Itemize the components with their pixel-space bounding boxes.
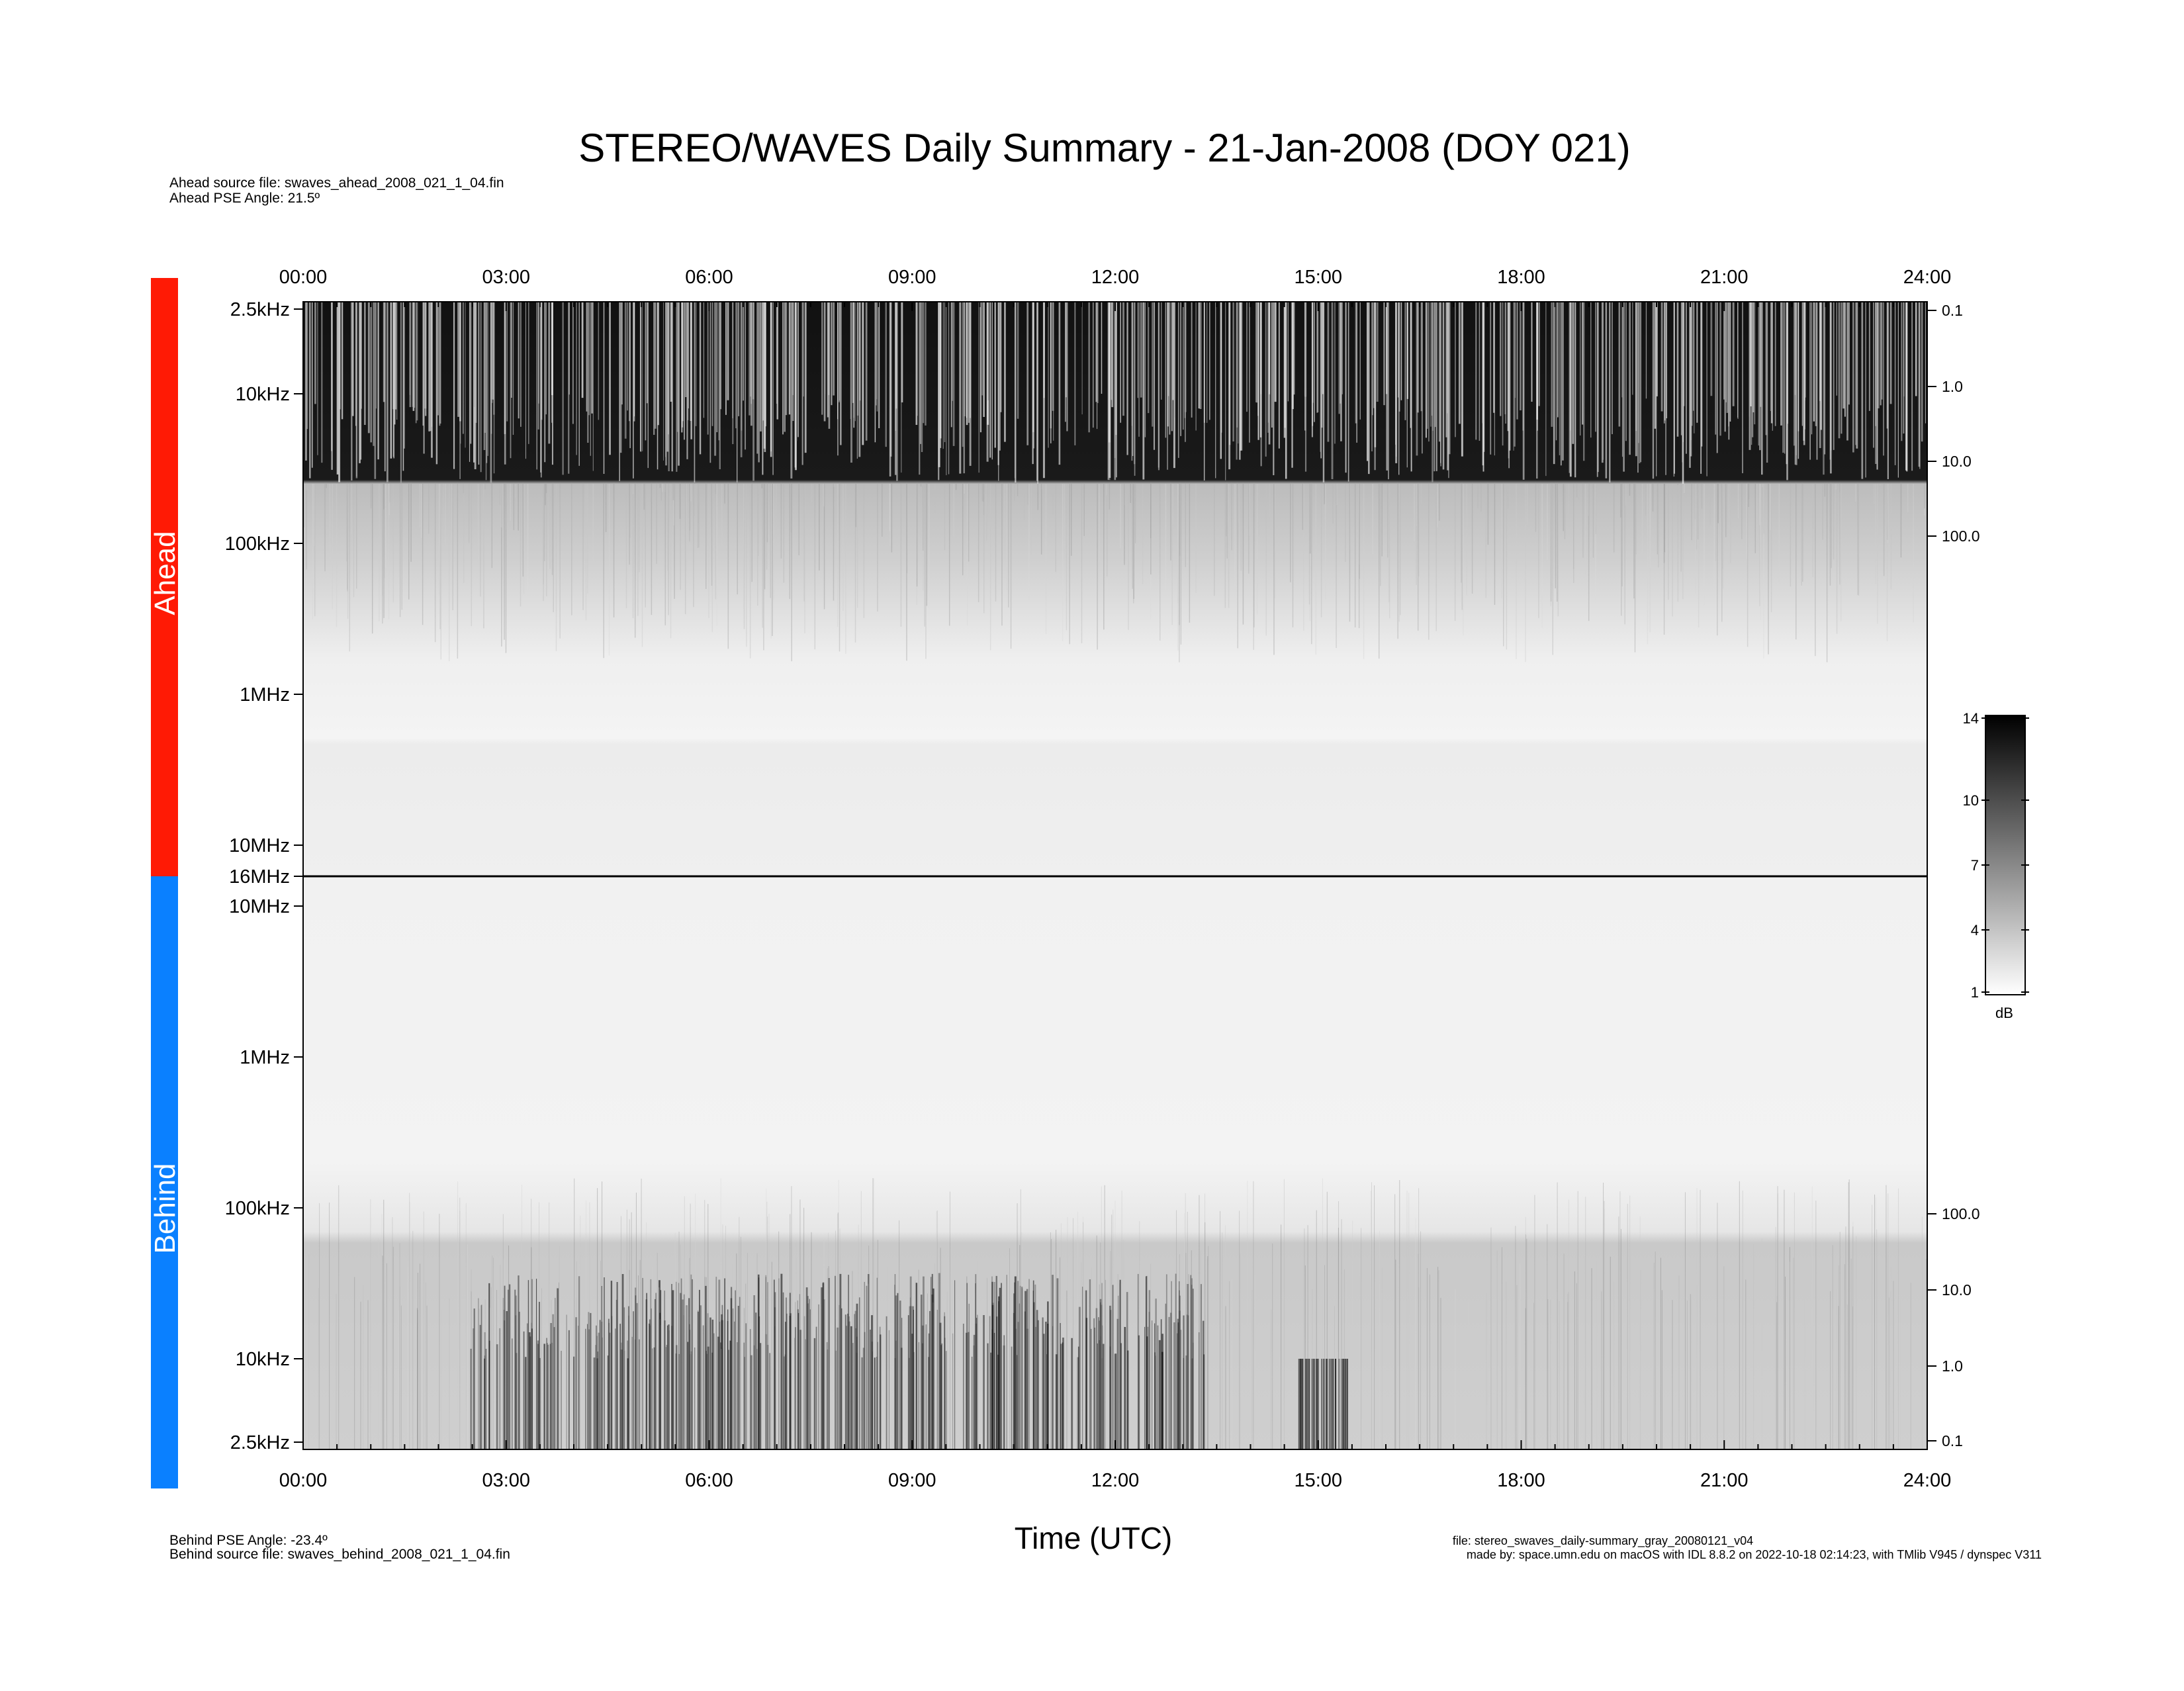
time-label-bottom: 18:00 xyxy=(1497,1470,1545,1491)
time-label-top: 12:00 xyxy=(1091,267,1140,288)
time-label-bottom: 21:00 xyxy=(1700,1470,1749,1491)
ahead-freq-label: 2.5kHz xyxy=(230,299,290,320)
ahead-right-label: 0.1 xyxy=(1942,302,1963,319)
ahead-right-label: 10.0 xyxy=(1942,453,1972,470)
ahead-info: Ahead source file: swaves_ahead_2008_021… xyxy=(169,175,504,191)
x-axis-title: Time (UTC) xyxy=(1015,1521,1172,1555)
behind-info: Behind PSE Angle: -23.4º xyxy=(169,1533,328,1548)
behind-freq-label: 10MHz xyxy=(229,896,290,917)
footer-made-by: made by: space.umn.edu on macOS with IDL… xyxy=(1467,1548,2042,1561)
spectrogram-texture xyxy=(302,302,1927,1449)
time-label-top: 21:00 xyxy=(1700,267,1749,288)
behind-freq-label: 100kHz xyxy=(225,1198,290,1219)
time-label-bottom: 00:00 xyxy=(279,1470,328,1491)
time-label-bottom: 09:00 xyxy=(888,1470,936,1491)
ahead-right-label: 100.0 xyxy=(1942,527,1980,545)
behind-right-label: 0.1 xyxy=(1942,1432,1963,1449)
colorbar-tick-label: 1 xyxy=(1971,984,1979,1001)
ahead-freq-label: 10MHz xyxy=(229,835,290,856)
time-label-top: 03:00 xyxy=(482,267,530,288)
behind-freq-label: 2.5kHz xyxy=(230,1432,290,1453)
time-label-top: 15:00 xyxy=(1294,267,1342,288)
ahead-bar xyxy=(151,278,178,876)
time-label-top: 09:00 xyxy=(888,267,936,288)
behind-freq-label: 10kHz xyxy=(236,1349,290,1370)
ahead-freq-label: 100kHz xyxy=(225,533,290,555)
time-label-bottom: 15:00 xyxy=(1294,1470,1342,1491)
colorbar-tick-label: 10 xyxy=(1963,792,1979,809)
behind-right-label: 1.0 xyxy=(1942,1357,1963,1375)
time-label-bottom: 12:00 xyxy=(1091,1470,1140,1491)
time-label-bottom: 06:00 xyxy=(685,1470,733,1491)
ahead-freq-label: 10kHz xyxy=(236,384,290,405)
behind-bar xyxy=(151,876,178,1488)
ahead-right-label: 1.0 xyxy=(1942,378,1963,395)
time-label-bottom: 03:00 xyxy=(482,1470,530,1491)
title: STEREO/WAVES Daily Summary - 21-Jan-2008… xyxy=(578,126,1630,170)
colorbar-tick-label: 4 xyxy=(1971,922,1979,938)
behind-freq-label: 1MHz xyxy=(240,1047,290,1068)
ahead-label: Ahead xyxy=(149,531,181,615)
time-label-bottom: 24:00 xyxy=(1903,1470,1952,1491)
time-label-top: 06:00 xyxy=(685,267,733,288)
footer-file: file: stereo_swaves_daily-summary_gray_2… xyxy=(1453,1534,1753,1548)
ahead-freq-label: 1MHz xyxy=(240,684,290,706)
colorbar-tick-label: 7 xyxy=(1971,857,1979,874)
time-label-top: 00:00 xyxy=(279,267,328,288)
colorbar-tick-label: 14 xyxy=(1963,710,1979,727)
axes: 00:00 00:00 03:00 03:00 06:00 06:00 09:00 09:00… xyxy=(225,267,2029,1491)
behind-label: Behind xyxy=(149,1163,181,1254)
ahead-info: Ahead PSE Angle: 21.5º xyxy=(169,191,320,206)
behind-info: Behind source file: swaves_behind_2008_0… xyxy=(169,1547,510,1562)
time-label-top: 18:00 xyxy=(1497,267,1545,288)
behind-right-label: 10.0 xyxy=(1942,1281,1972,1299)
time-label-top: 24:00 xyxy=(1903,267,1952,288)
ahead-freq-label: 16MHz xyxy=(229,866,290,888)
colorbar xyxy=(1985,715,2026,995)
colorbar-unit: dB xyxy=(1995,1005,2013,1021)
behind-right-label: 100.0 xyxy=(1942,1205,1980,1222)
